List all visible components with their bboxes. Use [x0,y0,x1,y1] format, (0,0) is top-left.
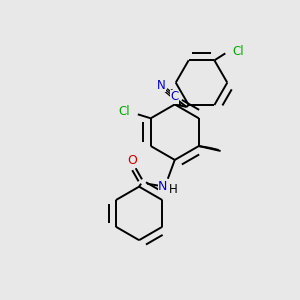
Text: Cl: Cl [232,45,244,58]
Text: C: C [170,90,178,103]
Text: H: H [168,183,177,196]
Text: N: N [158,180,168,193]
Text: Cl: Cl [118,105,130,118]
Text: O: O [127,154,137,167]
Text: N: N [157,79,165,92]
